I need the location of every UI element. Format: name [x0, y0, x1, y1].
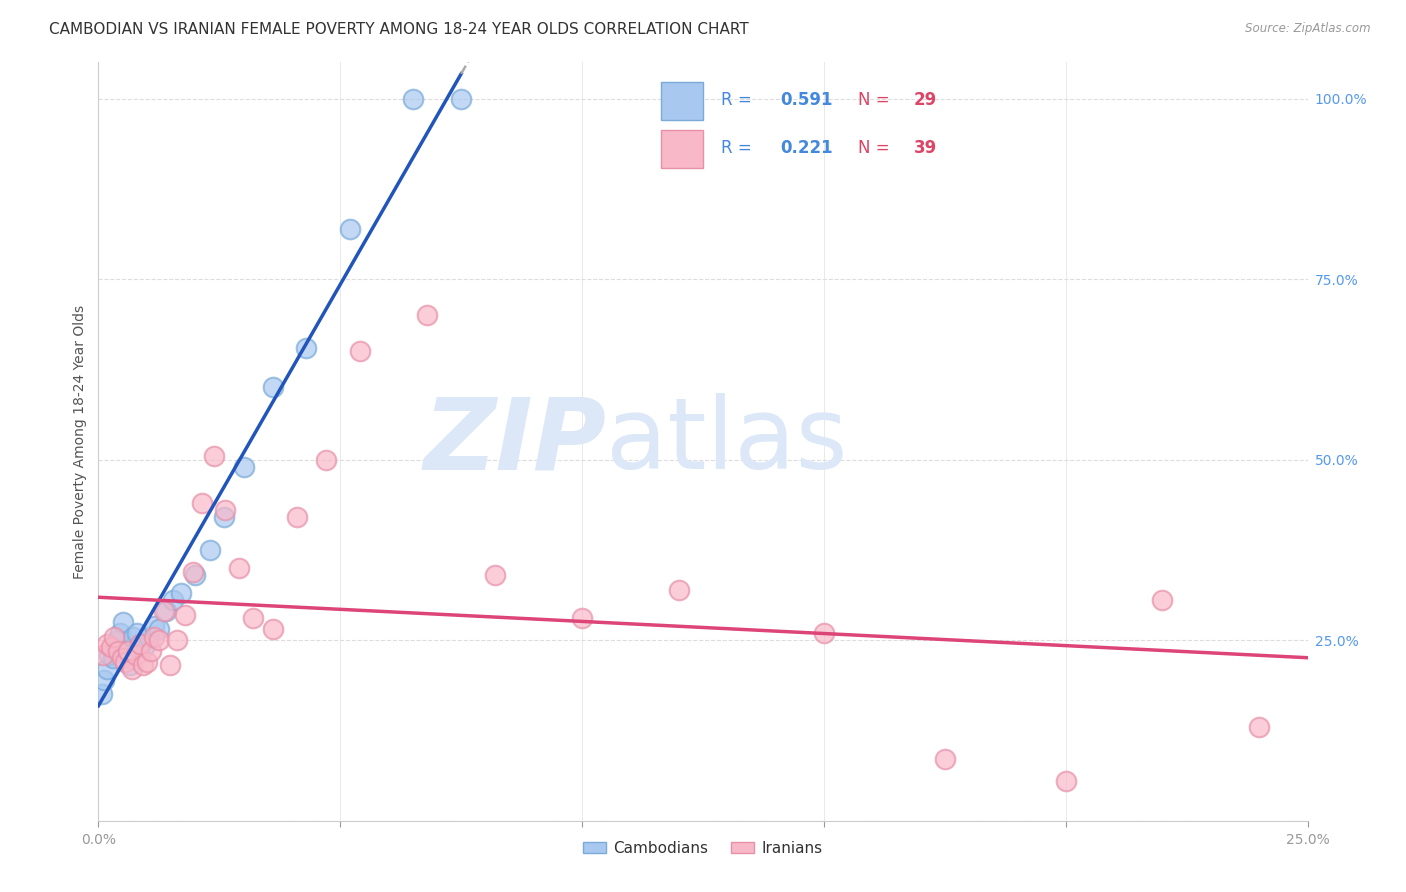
Point [139, 644, 162, 658]
Point [125, 648, 148, 662]
Point [285, 510, 308, 524]
Point [101, 651, 124, 665]
Point [668, 582, 690, 597]
Point [155, 604, 177, 618]
Point [121, 662, 143, 676]
Point [1249, 720, 1271, 734]
Point [484, 568, 506, 582]
Text: N =: N = [858, 139, 894, 157]
Point [134, 640, 156, 655]
Point [416, 308, 439, 322]
Point [315, 452, 337, 467]
Point [571, 611, 593, 625]
Point [1054, 773, 1077, 788]
Point [1152, 593, 1174, 607]
Point [96, 637, 118, 651]
Legend: Cambodians, Iranians: Cambodians, Iranians [576, 835, 830, 863]
Point [934, 752, 956, 766]
Point [349, 344, 371, 359]
Y-axis label: Female Poverty Among 18-24 Year Olds: Female Poverty Among 18-24 Year Olds [73, 304, 87, 579]
Text: N =: N = [858, 91, 894, 109]
FancyBboxPatch shape [661, 130, 703, 168]
Point [813, 626, 835, 640]
Point [108, 626, 131, 640]
Point [143, 618, 166, 632]
Point [162, 593, 184, 607]
Point [111, 651, 134, 665]
Point [129, 637, 152, 651]
Point [402, 91, 425, 105]
Point [173, 607, 195, 622]
Text: 0.221: 0.221 [780, 139, 832, 157]
Text: Source: ZipAtlas.com: Source: ZipAtlas.com [1246, 22, 1371, 36]
Text: 39: 39 [914, 139, 938, 157]
Point [111, 615, 134, 629]
Point [138, 630, 160, 644]
Point [100, 640, 122, 655]
Point [115, 644, 138, 658]
Point [339, 221, 361, 235]
Text: 29: 29 [914, 91, 938, 109]
Point [295, 341, 318, 355]
Point [184, 568, 207, 582]
Point [105, 633, 128, 648]
Point [114, 655, 136, 669]
Point [232, 459, 254, 474]
Point [262, 380, 284, 394]
Text: R =: R = [721, 91, 756, 109]
Text: CAMBODIAN VS IRANIAN FEMALE POVERTY AMONG 18-24 YEAR OLDS CORRELATION CHART: CAMBODIAN VS IRANIAN FEMALE POVERTY AMON… [49, 22, 749, 37]
Text: ZIP: ZIP [423, 393, 606, 490]
Point [450, 91, 472, 105]
Text: R =: R = [721, 139, 756, 157]
Point [242, 611, 264, 625]
Text: 0.591: 0.591 [780, 91, 832, 109]
Point [91, 648, 114, 662]
Point [96, 662, 118, 676]
FancyBboxPatch shape [661, 82, 703, 120]
Point [132, 658, 155, 673]
Point [103, 630, 125, 644]
Point [214, 503, 236, 517]
Point [202, 449, 225, 463]
Point [262, 622, 284, 636]
Point [148, 633, 170, 648]
Text: atlas: atlas [606, 393, 848, 490]
Point [159, 658, 181, 673]
Point [143, 630, 166, 644]
Point [93, 673, 115, 687]
Point [191, 496, 214, 510]
Point [166, 633, 188, 648]
Point [181, 565, 204, 579]
Point [169, 586, 191, 600]
Point [118, 658, 141, 673]
Point [135, 655, 157, 669]
Point [122, 630, 145, 644]
Point [148, 622, 170, 636]
Point [98, 648, 121, 662]
Point [107, 644, 129, 658]
Point [127, 626, 149, 640]
Point [198, 542, 221, 557]
Point [212, 510, 235, 524]
Point [117, 644, 139, 658]
Point [228, 561, 250, 575]
Point [91, 687, 114, 701]
Point [128, 637, 150, 651]
Point [152, 604, 174, 618]
